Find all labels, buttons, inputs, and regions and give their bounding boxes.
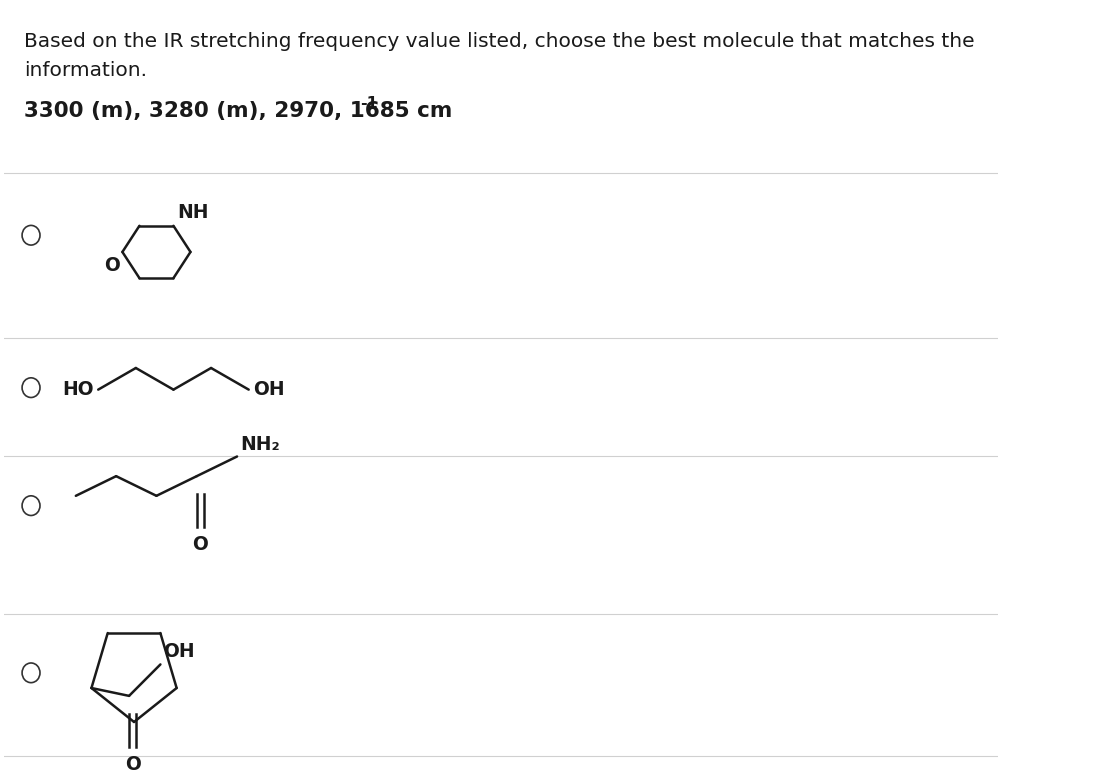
Text: O: O bbox=[192, 535, 209, 554]
Text: Based on the IR stretching frequency value listed, choose the best molecule that: Based on the IR stretching frequency val… bbox=[24, 32, 975, 51]
Text: O: O bbox=[124, 755, 141, 774]
Text: O: O bbox=[104, 256, 120, 275]
Text: OH: OH bbox=[163, 643, 194, 662]
Text: -1: -1 bbox=[360, 95, 377, 110]
Text: HO: HO bbox=[62, 380, 93, 399]
Text: information.: information. bbox=[24, 61, 147, 81]
Text: OH: OH bbox=[253, 380, 285, 399]
Text: NH₂: NH₂ bbox=[241, 435, 280, 454]
Text: NH: NH bbox=[176, 203, 209, 222]
Text: 3300 (m), 3280 (m), 2970, 1685 cm: 3300 (m), 3280 (m), 2970, 1685 cm bbox=[24, 101, 452, 120]
